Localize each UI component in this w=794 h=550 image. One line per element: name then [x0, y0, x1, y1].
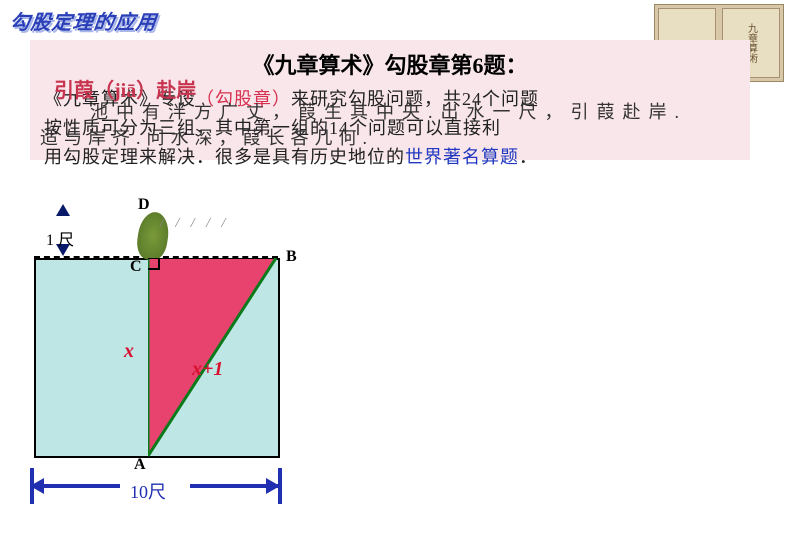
motion-dots: / / / / / [160, 216, 229, 232]
label-A: A [134, 456, 146, 474]
label-1chi: 1 尺 [46, 226, 74, 250]
label-C: C [130, 258, 142, 276]
dim-arrow-right [190, 484, 278, 488]
diagram: 1 尺 / / / / / D C B A x x+1 10尺 [30, 200, 320, 510]
right-angle-mark [148, 258, 160, 270]
label-x: x [124, 340, 134, 363]
overlay-lead: 引葭（jiā）赴岸 [54, 74, 196, 103]
dim-arrow-left [32, 484, 120, 488]
label-D: D [138, 196, 150, 214]
label-x1: x+1 [192, 358, 223, 381]
label-B: B [286, 248, 297, 266]
overlay-layer3: 适与岸齐.问水深，葭长各几何. [40, 124, 373, 150]
title-badge: 勾股定理的应用 [8, 6, 158, 35]
l4end: ． [519, 147, 538, 167]
label-10chi: 10尺 [130, 478, 166, 504]
l4blue: 世界著名算题 [405, 147, 519, 167]
top-arrow-up [56, 204, 70, 216]
